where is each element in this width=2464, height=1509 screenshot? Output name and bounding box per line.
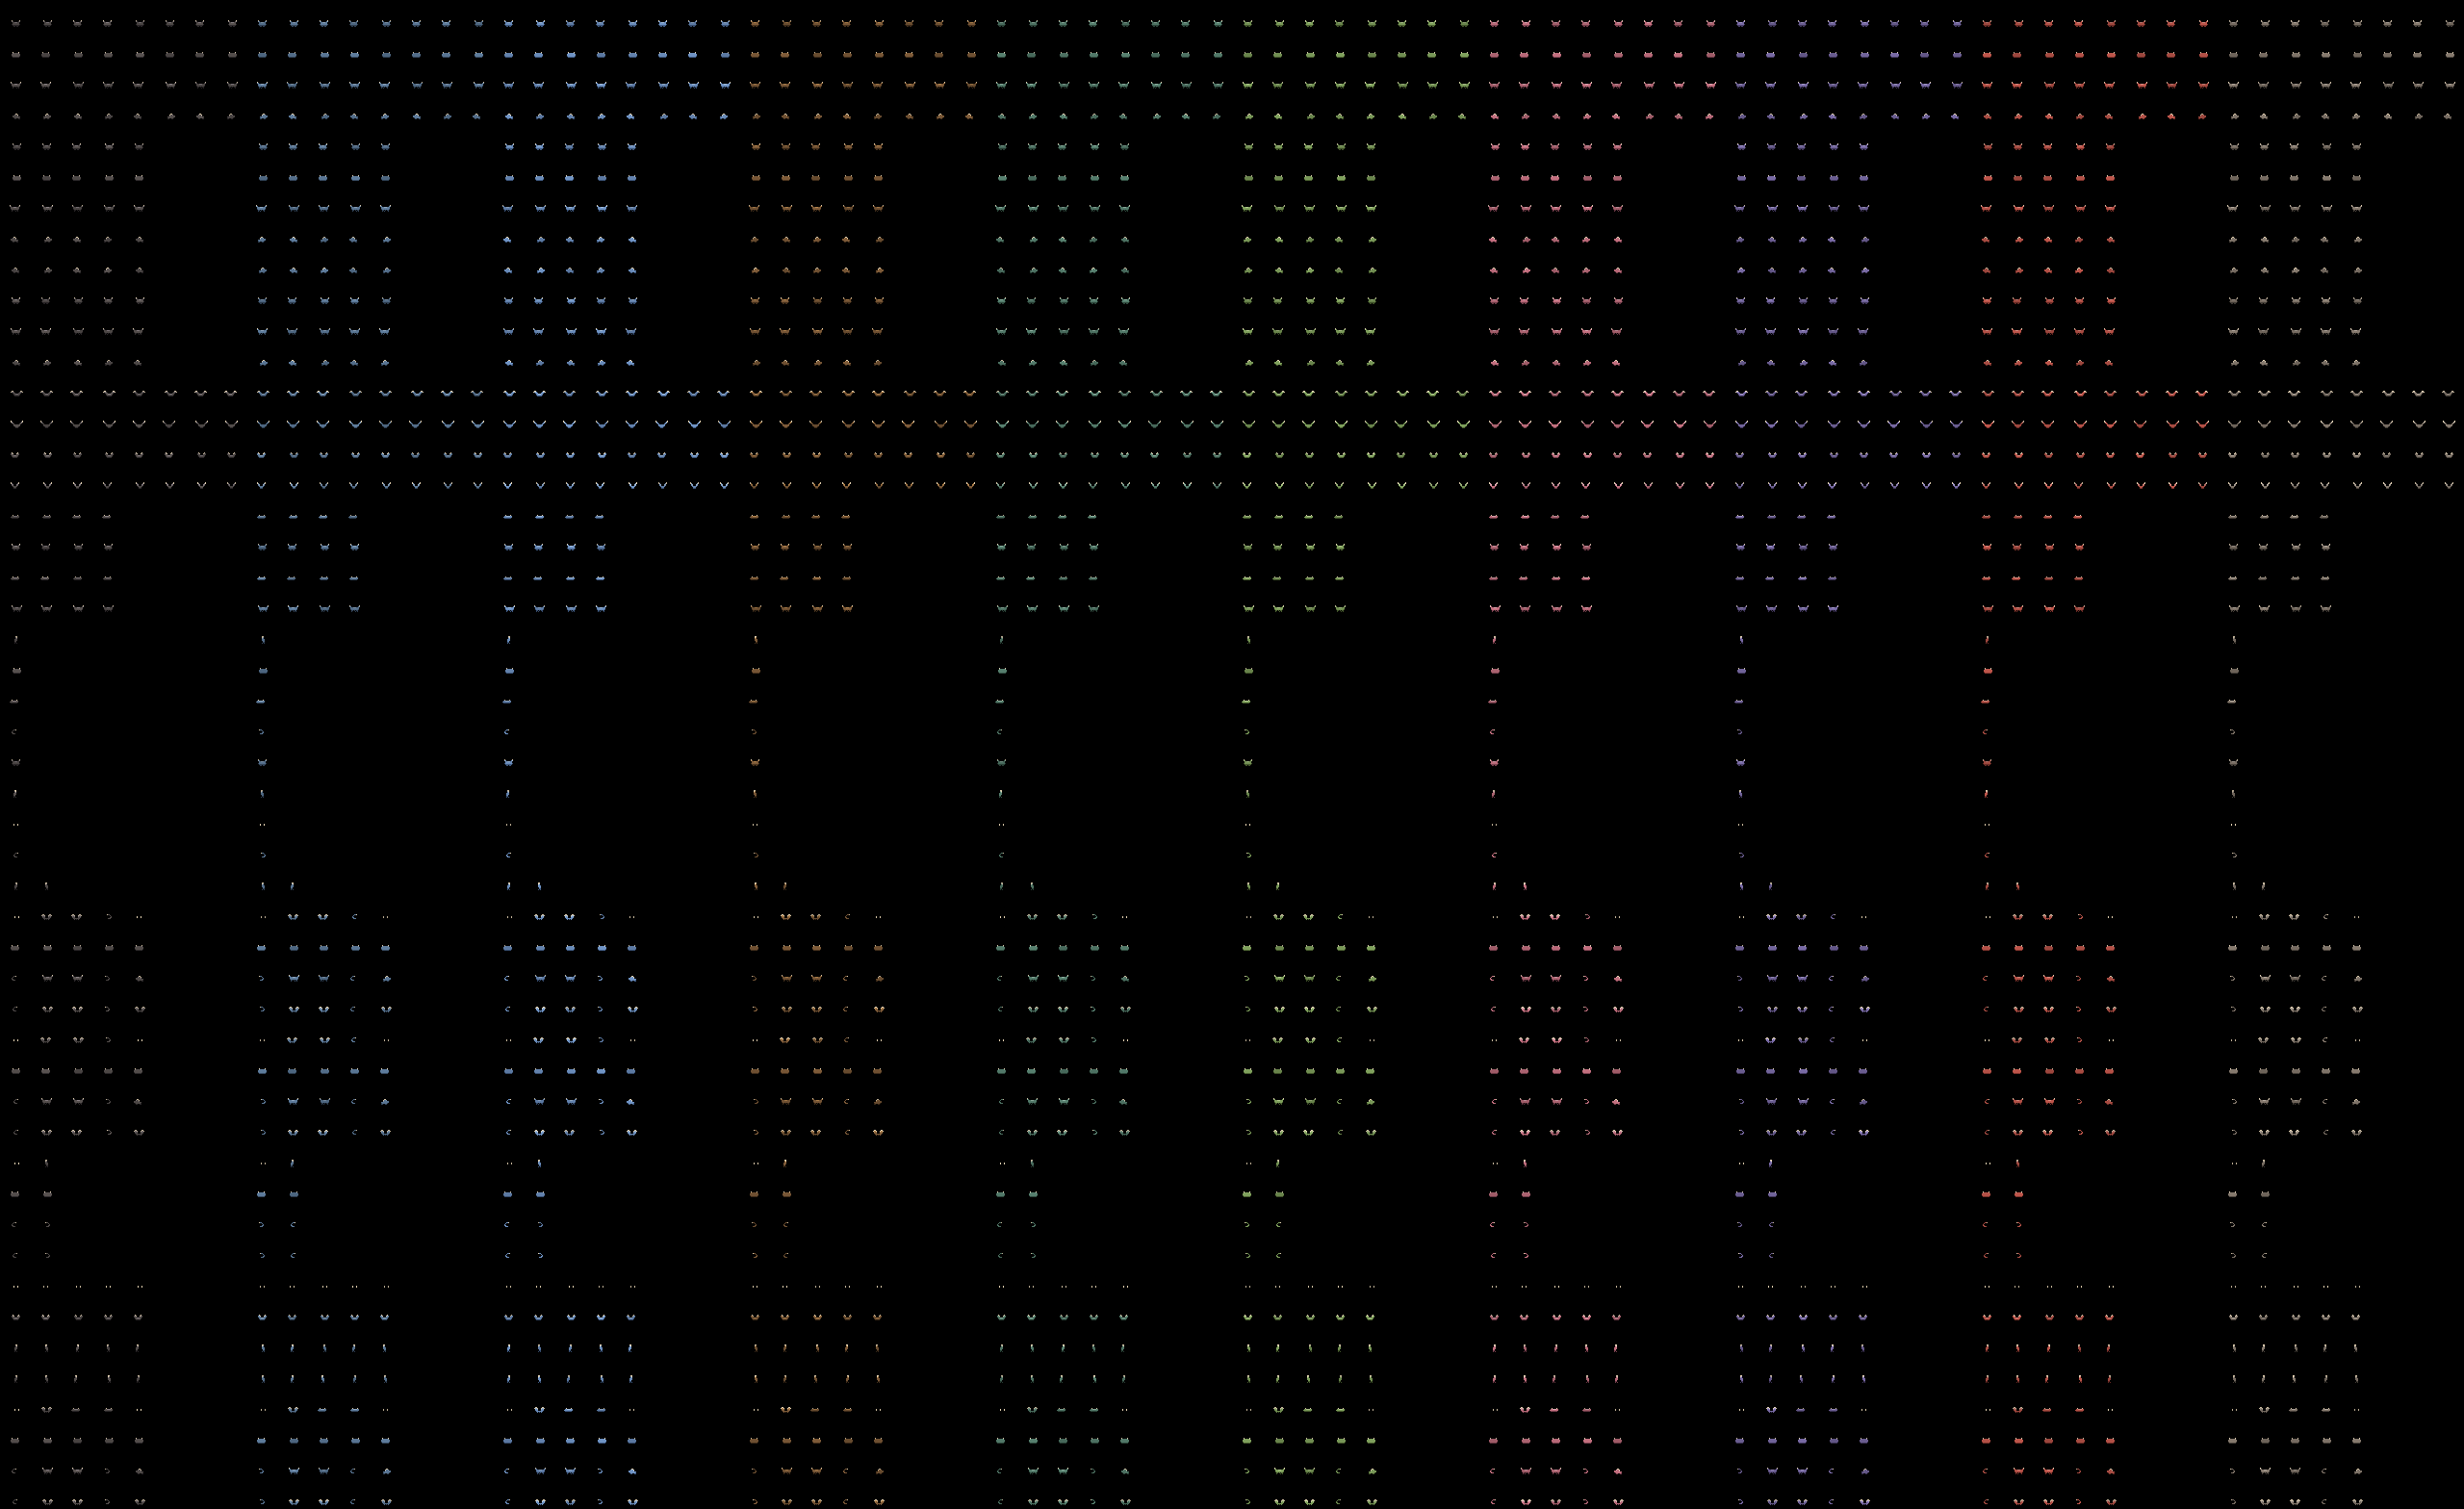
sprite-sheet-canvas: [0, 0, 2464, 1509]
sprite-sheet: [0, 0, 2464, 1509]
